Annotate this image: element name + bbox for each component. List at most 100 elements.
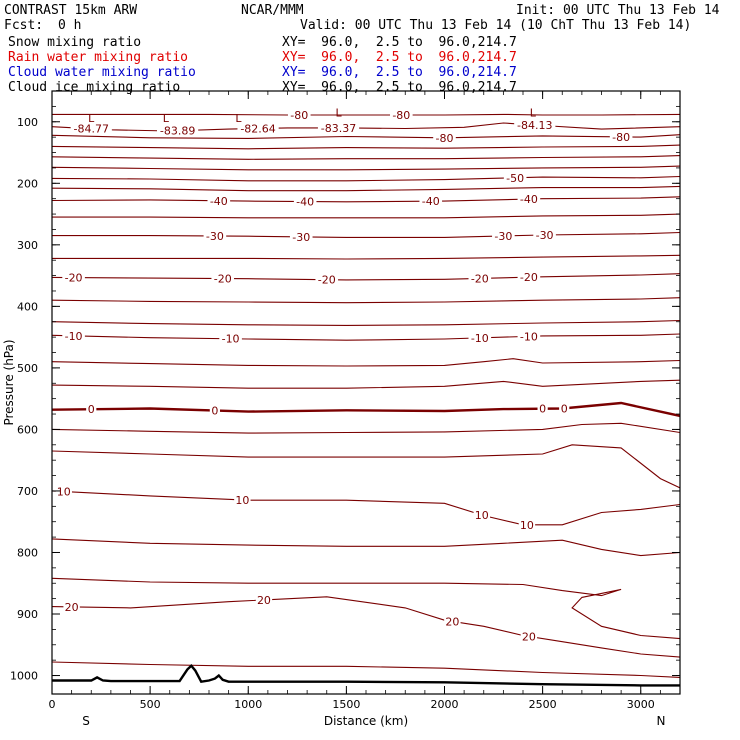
x-tick-label: 3000 — [627, 698, 655, 711]
contour-label: 0 — [88, 403, 95, 416]
contour-line — [52, 596, 680, 658]
contour-line — [52, 379, 680, 389]
x-tick-label: 2500 — [529, 698, 557, 711]
contour-line — [52, 196, 680, 203]
contour-line — [52, 422, 680, 434]
y-axis-label: Pressure (hPa) — [2, 339, 16, 425]
contour-label-bg — [234, 493, 251, 506]
contour-label-bg — [86, 403, 97, 416]
contour-label: 10 — [475, 509, 489, 522]
contour-label-bg — [289, 230, 313, 243]
contour-line — [52, 254, 680, 260]
field-name: Snow mixing ratio — [8, 35, 142, 50]
contour-label-bg — [293, 195, 317, 208]
contour-label-bg — [70, 122, 112, 135]
contour-label: -83.89 — [160, 125, 195, 138]
contour-label-bg — [211, 272, 235, 285]
contour-line — [52, 319, 680, 326]
contour-line — [52, 144, 680, 150]
y-tick-label: 900 — [17, 608, 38, 621]
contour-label-bg — [287, 108, 311, 121]
contour-label-bg — [315, 273, 339, 286]
contour-label: 0 — [561, 402, 568, 415]
y-tick-label: 500 — [17, 362, 38, 375]
field-xy: XY= 96.0, 2.5 to 96.0,214.7 — [282, 35, 517, 50]
low-marker: L — [530, 107, 537, 120]
contour-label: -84.13 — [517, 119, 552, 132]
contour-label-bg — [518, 518, 536, 531]
contour-label: 10 — [57, 486, 71, 499]
plot-center: NCAR/MMM — [241, 3, 304, 18]
x-tick-label: 1000 — [234, 698, 262, 711]
contour-label: -50 — [506, 172, 524, 185]
contour-label: -10 — [471, 332, 489, 345]
contour-line — [52, 122, 680, 132]
x-axis-label: Distance (km) — [324, 714, 408, 728]
contour-label-bg — [63, 600, 80, 613]
contour-line — [52, 444, 680, 489]
contour-label: 20 — [65, 601, 79, 614]
field-xy: XY= 96.0, 2.5 to 96.0,214.7 — [282, 65, 517, 80]
contour-label: -80 — [612, 131, 630, 144]
contour-label: -40 — [210, 195, 228, 208]
x-tick-label: 2000 — [431, 698, 459, 711]
contour-label: -10 — [222, 333, 240, 346]
contour-label: 20 — [257, 594, 271, 607]
contour-line — [52, 185, 680, 192]
contour-label-bg — [517, 271, 541, 284]
contour-label: 10 — [235, 494, 249, 507]
contour-label-bg — [433, 131, 456, 144]
contour-label-bg — [209, 404, 220, 417]
contour-label: -20 — [318, 274, 336, 287]
contour-label: -40 — [520, 193, 538, 206]
y-tick-label: 400 — [17, 300, 38, 313]
contour-line — [52, 297, 680, 304]
contour-line — [52, 333, 680, 341]
contour-label: -30 — [292, 231, 310, 244]
contour-label: -84.77 — [74, 123, 109, 136]
contour-label-bg — [207, 194, 231, 207]
contour-line — [52, 134, 680, 139]
low-marker: L — [88, 112, 95, 125]
y-tick-label: 600 — [17, 423, 38, 436]
y-tick-label: 100 — [17, 116, 38, 129]
contour-label-bg — [517, 193, 541, 206]
contour-label-bg — [62, 329, 85, 342]
low-marker: L — [335, 107, 342, 120]
contour-label: 20 — [522, 630, 536, 643]
contour-line — [52, 155, 680, 160]
y-tick-label: 200 — [17, 177, 38, 190]
contour-label-bg — [492, 229, 515, 242]
contour-label-bg — [157, 124, 199, 137]
contour-label-bg — [559, 402, 570, 415]
contour-label-bg — [255, 593, 273, 606]
contour-label: -30 — [494, 230, 512, 243]
contour-line — [52, 358, 680, 367]
contour-line — [52, 213, 680, 219]
south-label: S — [82, 714, 90, 728]
y-tick-label: 1000 — [10, 670, 38, 683]
contour-line — [52, 175, 680, 182]
contour-label-bg — [419, 195, 443, 208]
contour-line — [52, 231, 680, 238]
valid-time: Valid: 00 UTC Thu 13 Feb 14 (10 ChT Thu … — [300, 18, 692, 33]
contour-label-bg — [444, 615, 461, 628]
contour-label: 0 — [211, 405, 218, 418]
contour-label-bg — [517, 330, 541, 343]
contour-label: -20 — [214, 273, 232, 286]
contour-label: -20 — [65, 272, 83, 285]
contour-label-bg — [473, 508, 490, 521]
x-tick-label: 0 — [49, 698, 56, 711]
contour-label: -20 — [520, 271, 538, 284]
contour-label: 20 — [445, 615, 459, 628]
contour-label: -80 — [436, 132, 454, 145]
y-tick-label: 700 — [17, 485, 38, 498]
y-tick-label: 300 — [17, 239, 38, 252]
contour-label-bg — [537, 402, 548, 415]
contour-line — [52, 113, 680, 116]
contour-label-bg — [533, 228, 556, 241]
contour-label: 0 — [539, 403, 546, 416]
contour-label-bg — [503, 171, 527, 184]
x-tick-label: 1500 — [332, 698, 360, 711]
